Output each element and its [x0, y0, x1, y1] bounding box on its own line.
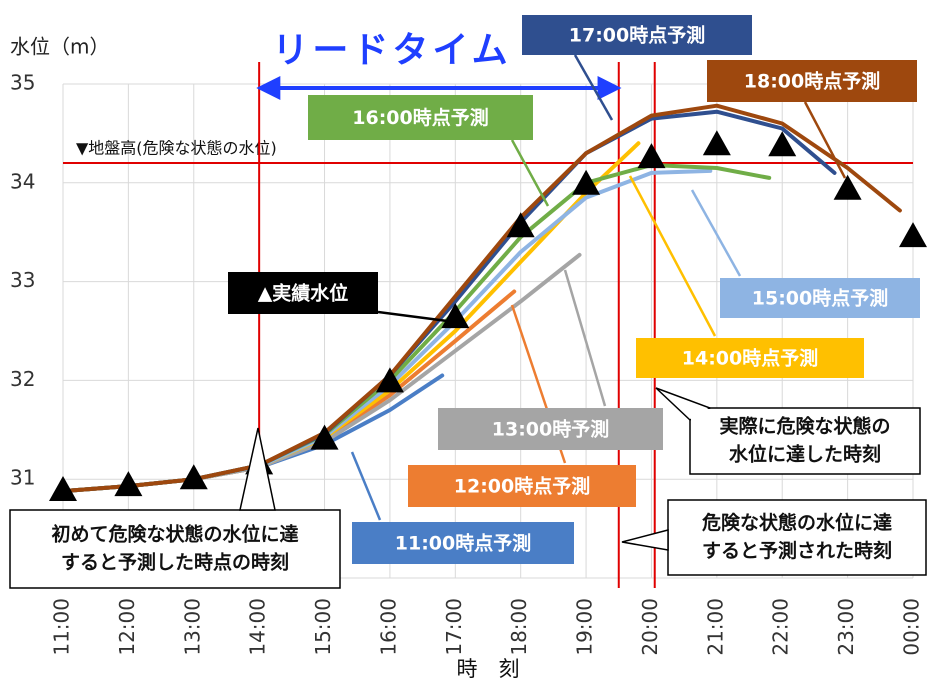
actual-marker [114, 471, 143, 497]
callout-text: 初めて危険な状態の水位に達 [51, 523, 298, 546]
callout-text: すると予測された時刻 [702, 539, 892, 562]
legend-label: 17:00時点予測 [569, 24, 705, 47]
legend-label: 14:00時点予測 [682, 347, 818, 370]
y-tick-label: 34 [10, 169, 35, 193]
x-tick-label: 20:00 [638, 598, 662, 656]
leader-line [350, 451, 382, 521]
actual-marker [572, 169, 601, 195]
actual-marker [637, 143, 666, 169]
x-tick-label: 23:00 [834, 598, 858, 656]
leader-line [628, 175, 717, 337]
x-axis-label: 時 刻 [457, 657, 520, 681]
forecast-line [61, 103, 902, 494]
callout-text: 危険な状態の水位に達 [702, 511, 892, 534]
actual-marker [310, 424, 339, 450]
x-tick-label: 11:00 [50, 598, 74, 656]
callout-cover [11, 511, 339, 587]
legend-label-box [707, 60, 917, 102]
legend-label: 18:00時点予測 [744, 70, 880, 93]
callout-text: 実際に危険な状態の [719, 415, 890, 438]
leader-line [377, 310, 456, 324]
legend-label: 13:00時予測 [492, 418, 609, 441]
legend-label-box [522, 15, 752, 55]
legend-label: ▲実績水位 [258, 282, 349, 305]
legend-label-box [228, 272, 378, 314]
callout-text: すると予測した時点の時刻 [61, 551, 289, 574]
y-tick-label: 31 [10, 466, 35, 490]
x-tick-label: 21:00 [703, 598, 727, 656]
actual-marker [768, 131, 797, 157]
x-tick-label: 13:00 [180, 598, 204, 656]
actual-marker [702, 130, 731, 156]
leader-line [563, 269, 607, 407]
actual-marker [833, 174, 862, 200]
y-axis-label: 水位（m） [10, 35, 109, 59]
legend-label: 16:00時点予測 [352, 106, 488, 129]
actual-marker [49, 476, 77, 502]
lead-time-label: リードタイム [272, 30, 511, 71]
callout-cover [669, 501, 925, 574]
x-tick-label: 14:00 [246, 598, 270, 656]
leader-line [803, 101, 847, 179]
legend-label-box [352, 522, 574, 564]
x-tick-label: 19:00 [573, 598, 597, 656]
legend-label: 12:00時点予測 [454, 475, 590, 498]
callout-text: 水位に達した時刻 [729, 443, 881, 466]
leader-line [690, 189, 742, 277]
x-tick-label: 12:00 [115, 598, 139, 656]
legend-label-box [408, 465, 636, 507]
legend-label-box [438, 408, 663, 450]
callout-pointer [621, 529, 669, 551]
actual-marker [899, 222, 927, 248]
x-tick-label: 17:00 [442, 598, 466, 656]
legend-label-box [308, 95, 533, 140]
x-tick-label: 00:00 [900, 598, 924, 656]
callout-cover [691, 409, 919, 473]
legend-label-box [636, 338, 864, 378]
legend-label-box [720, 278, 920, 318]
y-tick-label: 32 [10, 367, 35, 391]
x-tick-label: 18:00 [507, 598, 531, 656]
actual-marker [179, 464, 208, 490]
x-tick-label: 22:00 [769, 598, 793, 656]
leader-line [573, 54, 614, 121]
y-tick-label: 35 [10, 71, 35, 95]
legend-label: 15:00時点予測 [752, 287, 888, 310]
forecast-line [61, 163, 772, 494]
ground-level-label: ▼地盤高(危険な状態の水位) [76, 139, 277, 158]
actual-marker [375, 367, 404, 393]
y-tick-label: 33 [10, 268, 35, 292]
callout-pointer [239, 427, 276, 511]
x-tick-label: 16:00 [376, 598, 400, 656]
leader-line [510, 139, 550, 207]
actual-marker [506, 212, 535, 238]
x-tick-label: 15:00 [311, 598, 335, 656]
legend-label: 11:00時点予測 [395, 532, 531, 555]
